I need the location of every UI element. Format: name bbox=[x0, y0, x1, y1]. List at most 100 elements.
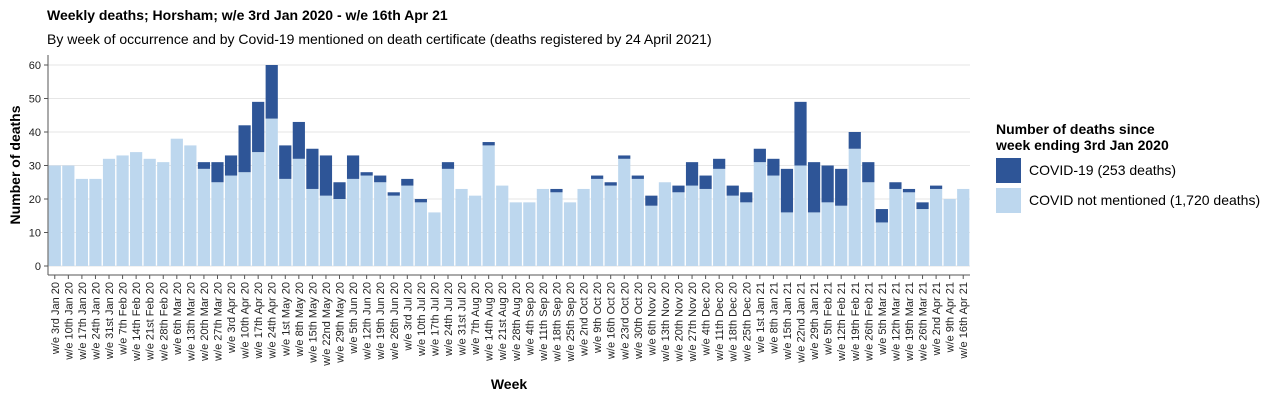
bar-covid bbox=[319, 155, 333, 196]
legend-label-covid: COVID-19 (253 deaths) bbox=[1029, 162, 1177, 178]
bar-non-covid bbox=[930, 188, 943, 266]
x-tick-label: w/e 20th Nov 20 bbox=[673, 282, 685, 363]
bar-covid bbox=[699, 175, 712, 189]
bar-non-covid bbox=[89, 178, 102, 266]
bar-non-covid bbox=[523, 202, 536, 266]
x-tick-label: w/e 14th Aug 20 bbox=[484, 282, 496, 362]
y-tick-label: 30 bbox=[29, 161, 41, 173]
x-tick-label: w/e 16th Oct 20 bbox=[606, 282, 618, 360]
bar-covid bbox=[197, 162, 211, 169]
bar-non-covid bbox=[319, 195, 333, 266]
bar-non-covid bbox=[875, 222, 888, 266]
bar-non-covid bbox=[116, 155, 129, 266]
bar-covid bbox=[848, 132, 861, 149]
bar-non-covid bbox=[306, 188, 319, 266]
x-tick-label: w/e 19th Mar 21 bbox=[904, 282, 916, 362]
x-tick-label: w/e 13th Nov 20 bbox=[660, 282, 672, 363]
x-tick-label: w/e 14th Feb 20 bbox=[131, 282, 143, 362]
bar-non-covid bbox=[441, 168, 455, 266]
bar-non-covid bbox=[753, 162, 766, 266]
bar-covid bbox=[767, 158, 780, 176]
x-tick-label: w/e 23rd Oct 20 bbox=[619, 282, 631, 361]
x-tick-label: w/e 4th Dec 20 bbox=[701, 282, 713, 356]
x-tick-label: w/e 9th Apr 21 bbox=[945, 282, 957, 353]
bar-non-covid bbox=[48, 165, 61, 266]
x-tick-label: w/e 26th Jun 20 bbox=[389, 282, 401, 361]
x-tick-label: w/e 4th Sep 20 bbox=[524, 282, 536, 356]
x-tick-label: w/e 9th Oct 20 bbox=[592, 282, 604, 354]
bar-non-covid bbox=[862, 182, 875, 266]
legend-item-covid: COVID-19 (253 deaths) bbox=[996, 157, 1280, 183]
x-tick-label: w/e 21st Aug 20 bbox=[497, 282, 509, 361]
bar-covid bbox=[441, 162, 455, 169]
bar-covid bbox=[238, 125, 251, 173]
bar-covid bbox=[591, 175, 604, 179]
x-tick-label: w/e 5th Mar 21 bbox=[877, 282, 889, 356]
x-tick-label: w/e 2nd Oct 20 bbox=[579, 282, 591, 357]
x-tick-label: w/e 12th Mar 21 bbox=[890, 282, 902, 362]
bar-non-covid bbox=[631, 178, 644, 266]
y-tick-label: 50 bbox=[29, 94, 41, 106]
bar-covid bbox=[211, 162, 224, 183]
bar-covid bbox=[835, 168, 848, 206]
x-tick-label: w/e 10th Jan 20 bbox=[63, 282, 75, 361]
x-tick-label: w/e 22nd May 20 bbox=[321, 282, 333, 367]
bar-non-covid bbox=[374, 182, 387, 266]
bar-non-covid bbox=[197, 168, 211, 266]
bar-covid bbox=[821, 165, 834, 203]
x-tick-label: w/e 5th Feb 21 bbox=[823, 282, 835, 356]
bar-non-covid bbox=[658, 182, 672, 266]
bar-covid bbox=[726, 185, 739, 196]
y-tick-label: 0 bbox=[35, 261, 41, 273]
bar-non-covid bbox=[536, 188, 549, 266]
x-tick-label: w/e 25th Dec 20 bbox=[741, 282, 753, 363]
legend-item-non-covid: COVID not mentioned (1,720 deaths) bbox=[996, 187, 1280, 213]
x-tick-label: w/e 12th Feb 21 bbox=[836, 282, 848, 362]
bar-covid bbox=[333, 182, 346, 199]
legend-label-non-covid: COVID not mentioned (1,720 deaths) bbox=[1029, 192, 1261, 208]
bar-covid bbox=[550, 188, 563, 193]
bar-non-covid bbox=[455, 188, 468, 266]
bar-covid bbox=[306, 148, 319, 189]
x-tick-label: w/e 8th May 20 bbox=[294, 282, 306, 358]
x-tick-label: w/e 28th Aug 20 bbox=[511, 282, 523, 362]
bar-non-covid bbox=[550, 192, 563, 266]
x-tick-label: w/e 27th Mar 20 bbox=[212, 282, 224, 362]
bar-non-covid bbox=[211, 182, 224, 266]
bar-covid bbox=[482, 142, 495, 146]
legend-swatch-non-covid bbox=[996, 187, 1021, 213]
bar-covid bbox=[713, 158, 726, 169]
x-tick-label: w/e 29th May 20 bbox=[335, 282, 347, 364]
bar-covid bbox=[685, 162, 699, 186]
bar-non-covid bbox=[889, 188, 902, 266]
x-tick-label: w/e 15th May 20 bbox=[307, 282, 319, 364]
x-tick-label: w/e 16th Apr 21 bbox=[958, 282, 970, 359]
x-tick-label: w/e 17th Jul 20 bbox=[429, 282, 441, 357]
chart-subtitle: By week of occurrence and by Covid-19 me… bbox=[47, 31, 712, 47]
bar-covid bbox=[401, 178, 414, 186]
bar-non-covid bbox=[75, 178, 88, 266]
bar-non-covid bbox=[780, 212, 794, 266]
x-tick-label: w/e 1st Jan 21 bbox=[755, 282, 767, 354]
bar-covid bbox=[631, 175, 644, 179]
bar-non-covid bbox=[835, 205, 848, 266]
x-tick-label: w/e 31st Jan 20 bbox=[104, 282, 116, 360]
bar-covid bbox=[780, 168, 794, 213]
bar-covid bbox=[875, 209, 888, 223]
bar-non-covid bbox=[469, 195, 482, 266]
bar-non-covid bbox=[62, 165, 75, 266]
bar-non-covid bbox=[333, 199, 346, 266]
bar-non-covid bbox=[265, 118, 278, 266]
x-tick-label: w/e 6th Mar 20 bbox=[172, 282, 184, 356]
bar-covid bbox=[740, 192, 753, 203]
x-tick-label: w/e 19th Jun 20 bbox=[375, 282, 387, 361]
bar-non-covid bbox=[577, 188, 590, 266]
y-tick-label: 60 bbox=[29, 60, 41, 72]
x-tick-label: w/e 19th Feb 21 bbox=[850, 282, 862, 362]
bar-covid bbox=[862, 162, 875, 183]
bar-non-covid bbox=[252, 152, 265, 266]
legend: Number of deaths since week ending 3rd J… bbox=[996, 121, 1280, 213]
bar-non-covid bbox=[591, 178, 604, 266]
bar-non-covid bbox=[143, 158, 156, 266]
bar-covid bbox=[252, 101, 265, 153]
